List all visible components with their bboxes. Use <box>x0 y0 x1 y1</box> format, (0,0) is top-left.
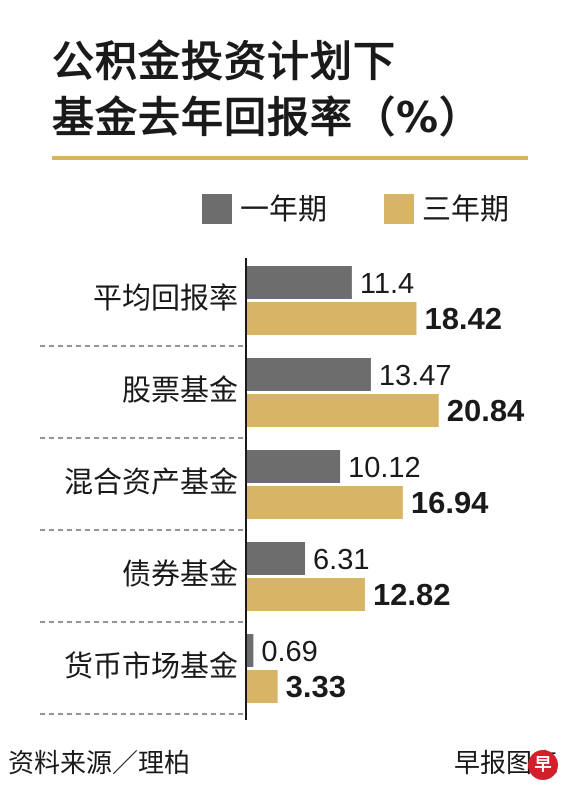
bar-one-year <box>247 266 352 299</box>
data-label-three-year: 12.82 <box>373 577 451 612</box>
legend-swatch-three-year <box>384 194 414 224</box>
chart-title-line-1: 公积金投资计划下 <box>52 37 397 86</box>
bar-one-year <box>247 450 341 483</box>
bar-three-year <box>247 394 439 427</box>
data-label-one-year: 0.69 <box>261 636 317 668</box>
bar-three-year <box>247 302 417 335</box>
data-label-three-year: 3.33 <box>286 669 346 704</box>
bar-one-year <box>247 542 306 575</box>
legend: 一年期 三年期 <box>0 192 580 228</box>
data-label-three-year: 18.42 <box>424 301 502 336</box>
chart-title-line-2: 基金去年回报率（%） <box>52 93 483 142</box>
data-label-one-year: 13.47 <box>379 360 452 392</box>
bar-one-year <box>247 358 371 391</box>
category-label: 股票基金 <box>122 373 238 407</box>
source-note: 资料来源／理柏 <box>8 749 191 779</box>
data-label-three-year: 20.84 <box>447 393 525 428</box>
category-label: 混合资产基金 <box>64 465 238 499</box>
legend-label-three-year: 三年期 <box>422 192 510 226</box>
category-label: 平均回报率 <box>93 281 238 315</box>
category-label: 债券基金 <box>122 557 238 591</box>
legend-label-one-year: 一年期 <box>240 192 328 226</box>
data-label-one-year: 6.31 <box>313 544 369 576</box>
bar-one-year <box>247 634 254 667</box>
bar-three-year <box>247 578 365 611</box>
chart-title: 公积金投资计划下 基金去年回报率（%） <box>52 34 482 146</box>
bar-three-year <box>247 670 278 703</box>
bar-three-year <box>247 486 403 519</box>
title-divider <box>52 156 528 160</box>
data-label-three-year: 16.94 <box>411 485 489 520</box>
category-label: 货币市场基金 <box>64 649 238 683</box>
legend-swatch-one-year <box>202 194 232 224</box>
newspaper-logo-icon: 早 <box>528 750 558 780</box>
data-label-one-year: 10.12 <box>348 452 421 484</box>
data-label-one-year: 11.4 <box>360 268 414 300</box>
